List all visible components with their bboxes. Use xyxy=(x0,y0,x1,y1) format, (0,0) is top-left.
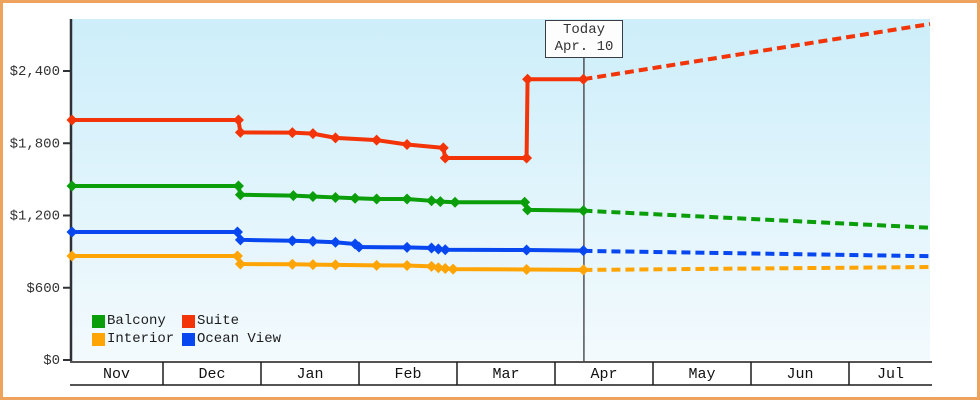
series-marker-interior xyxy=(439,262,451,274)
series-marker-balcony xyxy=(401,193,413,205)
month-label: Jan xyxy=(296,366,323,383)
series-marker-balcony xyxy=(287,190,299,202)
series-marker-balcony xyxy=(307,190,319,202)
series-marker-ocean-view xyxy=(353,241,365,253)
series-marker-interior xyxy=(286,258,298,270)
series-forecast-interior xyxy=(583,265,931,272)
series-marker-interior xyxy=(577,264,589,276)
today-marker-box: Today Apr. 10 xyxy=(545,20,623,58)
legend-label-balcony: Balcony xyxy=(107,313,166,329)
balcony-swatch-icon xyxy=(92,314,105,328)
series-marker-balcony xyxy=(66,180,78,192)
legend-item-balcony: Balcony xyxy=(92,312,182,330)
month-label: Feb xyxy=(394,366,421,383)
month-label: Apr xyxy=(590,366,617,383)
legend-item-interior: Interior xyxy=(92,330,182,348)
ocean-view-swatch-icon xyxy=(182,332,195,346)
series-marker-balcony xyxy=(349,192,361,204)
legend-label-interior: Interior xyxy=(107,331,175,347)
series-marker-ocean-view xyxy=(577,245,589,257)
series-marker-interior xyxy=(432,262,444,274)
series-marker-interior xyxy=(234,258,246,270)
y-tick-label: $0 xyxy=(43,353,60,369)
series-marker-balcony xyxy=(449,196,461,208)
series-marker-interior xyxy=(329,259,341,271)
month-label: Jun xyxy=(786,366,813,383)
series-marker-ocean-view xyxy=(307,235,319,247)
suite-swatch-icon xyxy=(182,314,195,328)
series-marker-suite xyxy=(329,132,341,144)
series-marker-suite xyxy=(286,127,298,139)
plot-background xyxy=(72,19,930,360)
series-forecast-ocean-view xyxy=(583,248,931,259)
series-marker-interior xyxy=(401,259,413,271)
series-marker-suite xyxy=(401,138,413,150)
series-marker-ocean-view xyxy=(329,236,341,248)
series-marker-balcony xyxy=(522,204,534,216)
series-marker-balcony xyxy=(232,180,244,192)
series-marker-suite xyxy=(234,126,246,138)
series-forecast-balcony xyxy=(583,208,931,230)
month-label: Jul xyxy=(877,366,904,383)
series-marker-suite xyxy=(577,73,589,85)
series-marker-interior xyxy=(521,263,533,275)
month-label: Mar xyxy=(492,366,519,383)
series-marker-interior xyxy=(66,250,78,262)
series-marker-balcony xyxy=(234,189,246,201)
interior-swatch-icon xyxy=(92,332,105,346)
y-tick-label: $1,800 xyxy=(10,136,60,152)
series-marker-ocean-view xyxy=(66,226,78,238)
series-marker-interior xyxy=(447,263,459,275)
series-marker-suite xyxy=(232,114,244,126)
series-marker-balcony xyxy=(426,195,438,207)
series-marker-suite xyxy=(66,114,78,126)
legend: Balcony Suite Interior Ocean View xyxy=(92,312,281,348)
today-marker-date: Apr. 10 xyxy=(554,39,614,55)
series-marker-ocean-view xyxy=(401,241,413,253)
series-marker-balcony xyxy=(371,193,383,205)
series-marker-ocean-view xyxy=(426,242,438,254)
series-marker-suite xyxy=(307,128,319,140)
series-marker-suite xyxy=(522,73,534,85)
y-tick-label: $2,400 xyxy=(10,64,60,80)
series-marker-interior xyxy=(231,250,243,262)
series-marker-interior xyxy=(307,259,319,271)
series-forecast-suite xyxy=(583,22,931,82)
month-label: May xyxy=(688,366,715,383)
y-tick-label: $1,200 xyxy=(10,209,60,225)
legend-item-suite: Suite xyxy=(182,312,281,330)
today-marker-title: Today xyxy=(562,22,605,38)
legend-item-ocean-view: Ocean View xyxy=(182,330,281,348)
series-marker-ocean-view xyxy=(439,244,451,256)
series-marker-suite xyxy=(371,134,383,146)
series-marker-ocean-view xyxy=(286,235,298,247)
series-marker-ocean-view xyxy=(234,234,246,246)
series-marker-ocean-view xyxy=(521,244,533,256)
series-marker-interior xyxy=(371,259,383,271)
month-label: Dec xyxy=(198,366,225,383)
y-tick-label: $600 xyxy=(26,281,60,297)
legend-label-suite: Suite xyxy=(197,313,240,329)
series-marker-suite xyxy=(439,152,451,164)
series-marker-suite xyxy=(437,142,449,154)
series-marker-balcony xyxy=(577,205,589,217)
series-marker-balcony xyxy=(329,191,341,203)
series-marker-suite xyxy=(521,152,533,164)
series-marker-balcony xyxy=(434,196,446,208)
month-label: Nov xyxy=(103,366,130,383)
legend-label-ocean-view: Ocean View xyxy=(197,331,282,347)
series-marker-ocean-view xyxy=(432,243,444,255)
